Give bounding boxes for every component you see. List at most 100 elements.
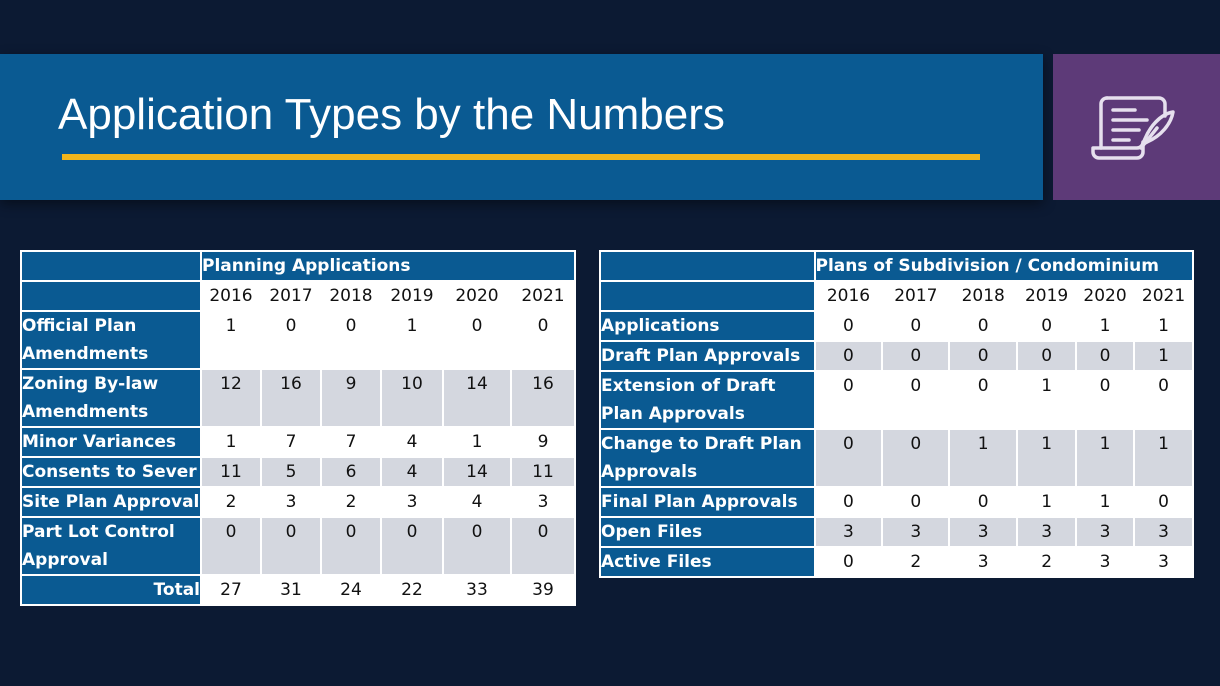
table-row: Active Files 0 2 3 2 3 3	[599, 546, 1194, 578]
table-cell: 3	[948, 516, 1019, 548]
table-cell: 4	[380, 456, 444, 488]
year-header: 2021	[1133, 280, 1194, 312]
table-row: Consents to Sever 11 5 6 4 14 11	[20, 456, 576, 488]
table-cell: 3	[1075, 546, 1136, 578]
table-cell: 0	[948, 310, 1019, 342]
table-cell: 0	[881, 310, 951, 342]
table-cell: 7	[320, 426, 382, 458]
table-cell: 14	[442, 456, 512, 488]
total-label: Total	[20, 574, 202, 606]
table-cell: 16	[260, 368, 322, 428]
table-cell: 12	[200, 368, 262, 428]
table-cell: 0	[510, 516, 576, 576]
row-label: Open Files	[599, 516, 816, 548]
slide-title: Application Types by the Numbers	[58, 90, 725, 139]
year-header: 2020	[1075, 280, 1136, 312]
table-cell: 1	[200, 426, 262, 458]
planning-header: Planning Applications	[200, 250, 576, 282]
subdivision-condominium-table: Plans of Subdivision / Condominium 2016 …	[599, 250, 1195, 578]
table-row: Official Plan Amendments 1 0 0 1 0 0	[20, 310, 576, 370]
total-cell: 31	[260, 574, 322, 606]
table-cell: 4	[442, 486, 512, 518]
year-header: 2021	[510, 280, 576, 312]
planning-applications-table: Planning Applications 2016 2017 2018 201…	[20, 250, 576, 606]
row-label: Extension of Draft Plan Approvals	[599, 370, 816, 430]
total-cell: 27	[200, 574, 262, 606]
table-cell: 0	[510, 310, 576, 370]
table-cell: 0	[260, 310, 322, 370]
table-cell: 5	[260, 456, 322, 488]
table-row: Open Files 3 3 3 3 3 3	[599, 516, 1194, 548]
table-cell: 0	[442, 310, 512, 370]
corner-cell	[20, 280, 202, 312]
title-bar	[0, 54, 1043, 200]
table-cell: 0	[260, 516, 322, 576]
table-cell: 10	[380, 368, 444, 428]
table-cell: 0	[380, 516, 444, 576]
table-row: Applications 0 0 0 0 1 1	[599, 310, 1194, 342]
table-cell: 3	[813, 516, 884, 548]
year-header: 2016	[813, 280, 884, 312]
subdivision-header: Plans of Subdivision / Condominium	[813, 250, 1195, 282]
table-row: Part Lot Control Approval 0 0 0 0 0 0	[20, 516, 576, 576]
table-cell: 0	[200, 516, 262, 576]
table-cell: 3	[510, 486, 576, 518]
table-cell: 0	[881, 340, 951, 372]
table-cell: 3	[881, 516, 951, 548]
total-cell: 22	[380, 574, 444, 606]
table-cell: 0	[1075, 370, 1136, 430]
table-cell: 0	[813, 486, 884, 518]
table-cell: 2	[200, 486, 262, 518]
table-cell: 9	[510, 426, 576, 458]
table-cell: 0	[813, 310, 884, 342]
row-label: Zoning By-law Amendments	[20, 368, 202, 428]
table-cell: 9	[320, 368, 382, 428]
table-cell: 0	[320, 310, 382, 370]
table-cell: 1	[948, 428, 1019, 488]
icon-panel	[1053, 54, 1220, 200]
table-cell: 3	[1075, 516, 1136, 548]
table-cell: 4	[380, 426, 444, 458]
year-header: 2016	[200, 280, 262, 312]
table-row: Change to Draft Plan Approvals 0 0 1 1 1…	[599, 428, 1194, 488]
corner-cell	[599, 250, 816, 282]
table-cell: 2	[320, 486, 382, 518]
table-cell: 1	[1016, 486, 1078, 518]
table-cell: 3	[380, 486, 444, 518]
table-cell: 3	[948, 546, 1019, 578]
year-header: 2017	[881, 280, 951, 312]
row-label: Applications	[599, 310, 816, 342]
total-cell: 39	[510, 574, 576, 606]
table-cell: 1	[1016, 370, 1078, 430]
table-cell: 0	[813, 340, 884, 372]
title-underline	[62, 154, 980, 160]
table-cell: 0	[442, 516, 512, 576]
table-cell: 0	[881, 428, 951, 488]
row-label: Draft Plan Approvals	[599, 340, 816, 372]
row-label: Site Plan Approval	[20, 486, 202, 518]
table-cell: 3	[260, 486, 322, 518]
table-cell: 7	[260, 426, 322, 458]
table-cell: 1	[1016, 428, 1078, 488]
table-cell: 1	[1075, 428, 1136, 488]
table-cell: 0	[948, 340, 1019, 372]
table-cell: 1	[1075, 310, 1136, 342]
table-cell: 16	[510, 368, 576, 428]
table-row: Site Plan Approval 2 3 2 3 4 3	[20, 486, 576, 518]
corner-cell	[599, 280, 816, 312]
table-cell: 0	[1016, 310, 1078, 342]
table-cell: 1	[380, 310, 444, 370]
table-cell: 0	[948, 486, 1019, 518]
table-cell: 3	[1133, 516, 1194, 548]
table-cell: 3	[1133, 546, 1194, 578]
table-cell: 11	[200, 456, 262, 488]
corner-cell	[20, 250, 202, 282]
table-cell: 0	[881, 486, 951, 518]
table-cell: 1	[1075, 486, 1136, 518]
table-cell: 1	[1133, 310, 1194, 342]
year-header: 2018	[320, 280, 382, 312]
table-cell: 6	[320, 456, 382, 488]
total-cell: 33	[442, 574, 512, 606]
table-row: Draft Plan Approvals 0 0 0 0 0 1	[599, 340, 1194, 372]
table-cell: 11	[510, 456, 576, 488]
